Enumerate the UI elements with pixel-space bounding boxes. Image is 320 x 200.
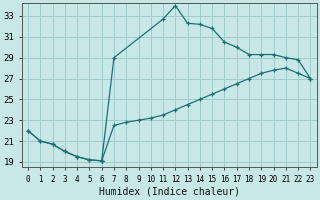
X-axis label: Humidex (Indice chaleur): Humidex (Indice chaleur) bbox=[99, 187, 240, 197]
